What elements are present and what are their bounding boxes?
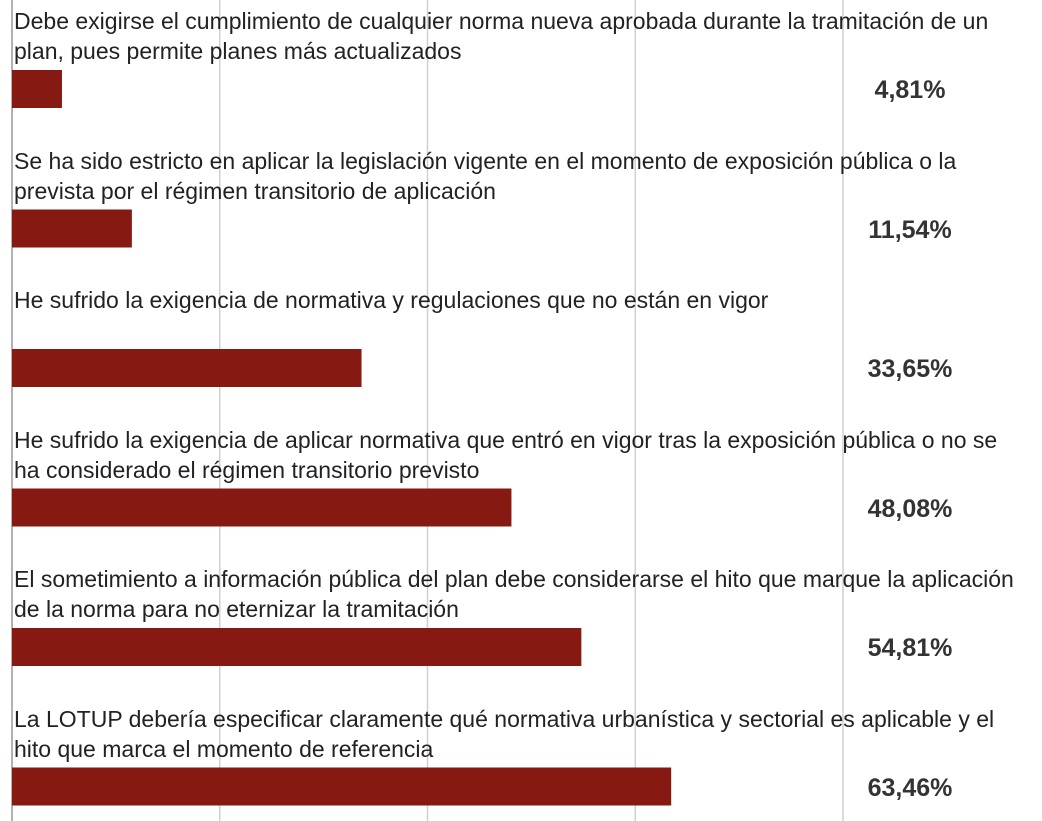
value-label: 54,81% (867, 634, 953, 662)
category-label: He sufrido la exigencia de normativa y r… (14, 287, 769, 313)
bar (12, 349, 362, 387)
bar (12, 488, 512, 527)
value-label: 48,08% (867, 494, 953, 523)
category-label: El sometimiento a información pública de… (14, 566, 1014, 622)
value-label: 4,81% (874, 76, 946, 104)
bar (12, 70, 62, 108)
bar (12, 767, 672, 806)
bar (12, 628, 582, 666)
category-label: La LOTUP debería especificar claramente … (14, 705, 995, 762)
category-label: Debe exigirse el cumplimiento de cualqui… (14, 8, 989, 64)
value-label: 11,54% (868, 215, 952, 244)
category-label: He sufrido la exigencia de aplicar norma… (14, 426, 998, 483)
value-label: 33,65% (867, 355, 953, 383)
value-label: 63,46% (867, 773, 953, 802)
bar (12, 209, 132, 248)
category-label: Se ha sido estricto en aplicar la legisl… (14, 147, 957, 204)
